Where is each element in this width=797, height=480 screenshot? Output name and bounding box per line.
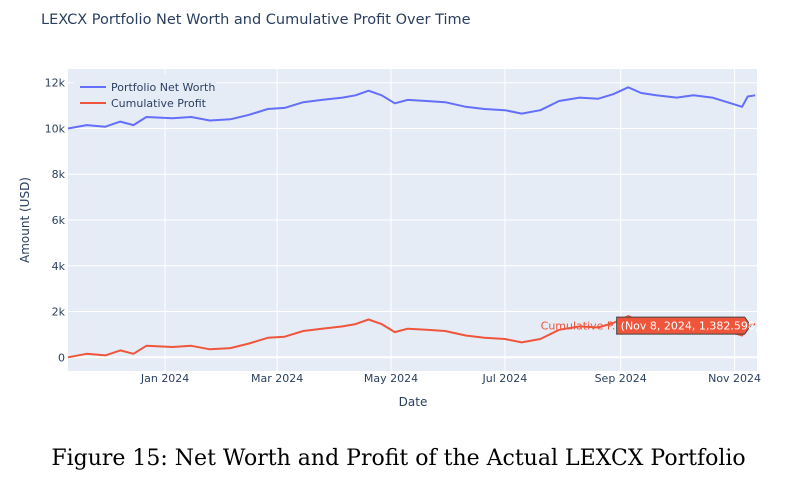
y-tick-label: 0	[58, 351, 65, 364]
x-tick-labels: Jan 2024 Mar 2024 May 2024 Jul 2024 Sep 2024…	[140, 372, 761, 385]
x-tick-label: Jan 2024	[140, 372, 189, 385]
y-tick-label: 6k	[52, 214, 66, 227]
y-tick-label: 8k	[52, 168, 66, 181]
line-chart[interactable]: 0 2k 4k 6k 8k 10k 12k Jan 2024 Mar 2024 May 2024…	[0, 0, 797, 440]
y-tick-label: 10k	[45, 122, 66, 135]
figure-caption: Figure 15: Net Worth and Profit of the A…	[51, 446, 746, 471]
hover-value-text: (Nov 8, 2024, 1,382.598)	[621, 320, 760, 333]
legend-box	[73, 74, 217, 115]
x-tick-label: Sep 2024	[595, 372, 647, 385]
y-axis-label: Amount (USD)	[18, 177, 32, 263]
legend[interactable]: Portfolio Net Worth Cumulative Profit	[73, 74, 217, 115]
x-tick-label: May 2024	[364, 372, 418, 385]
chart-title: LEXCX Portfolio Net Worth and Cumulative…	[41, 12, 471, 28]
net-worth-line[interactable]	[67, 86, 756, 130]
hover-series-label: Cumulative P...	[541, 320, 623, 333]
y-tick-label: 12k	[45, 77, 66, 90]
x-tick-label: Nov 2024	[708, 372, 761, 385]
x-tick-label: Mar 2024	[251, 372, 303, 385]
legend-label-net-worth[interactable]: Portfolio Net Worth	[111, 81, 215, 94]
hover-tooltip: Cumulative P... (Nov 8, 2024, 1,382.598)	[541, 316, 760, 335]
x-axis-label: Date	[399, 395, 428, 409]
y-tick-labels: 0 2k 4k 6k 8k 10k 12k	[45, 77, 66, 365]
hover-box	[616, 316, 752, 335]
legend-label-profit[interactable]: Cumulative Profit	[111, 97, 207, 110]
y-tick-label: 2k	[52, 306, 66, 319]
x-tick-label: Jul 2024	[482, 372, 528, 385]
y-tick-label: 4k	[52, 260, 66, 273]
